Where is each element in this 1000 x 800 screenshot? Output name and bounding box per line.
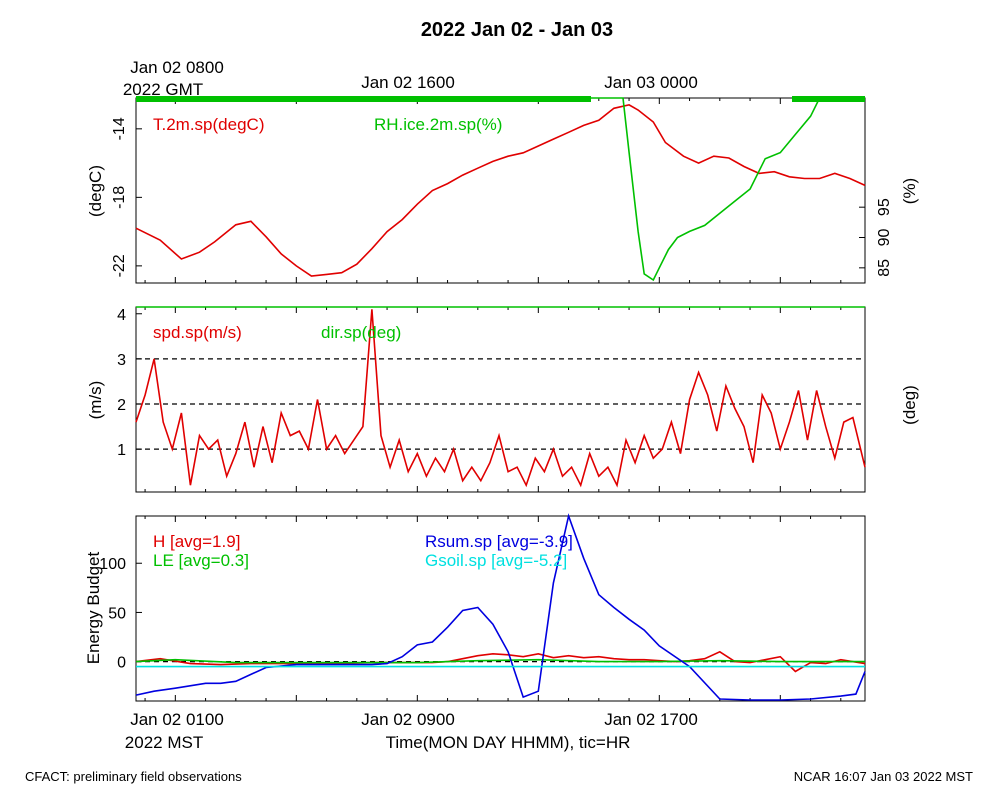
panel-frame [135,515,866,702]
y-tick-label-right: 90 [876,229,893,247]
bottom-time-label-3: Jan 02 1700 [604,710,698,729]
legend-le: LE [avg=0.3] [153,551,249,570]
top-time-label-1: Jan 02 0800 [130,58,224,77]
y-tick-label-left: 3 [117,352,126,369]
series-spd [135,309,866,488]
chart-title: 2022 Jan 02 - Jan 03 [421,19,613,41]
legend-rh: RH.ice.2m.sp(%) [374,115,502,134]
top-time-label-2: Jan 02 1600 [361,73,455,92]
y-tick-label-left: 1 [117,442,126,459]
panel-frame [135,306,866,493]
y-tick-label-right: 95 [876,198,893,216]
y-tick-label-right: 85 [876,259,893,277]
bottom-timezone-label: 2022 MST [125,733,203,752]
series-le [135,658,865,664]
series-rh [136,97,865,282]
energy-budget-panel: 100 50 0 [99,513,866,702]
footer-left: CFACT: preliminary field observations [25,769,242,784]
ylabel-percent: (%) [900,178,919,204]
ylabel-ms: (m/s) [86,381,105,420]
series-t [135,104,866,277]
y-tick-label-left: -18 [111,186,128,209]
rh-saturation-band [136,96,591,102]
y-tick-label-left: 0 [117,655,126,672]
legend-direction: dir.sp(deg) [321,323,401,342]
y-tick-label-left: -22 [111,254,128,277]
y-tick-label-left: -14 [111,117,128,140]
wind-panel: 432118090 [117,306,866,493]
rh-saturation-band [792,96,865,102]
y-tick-label-left: 50 [108,605,126,622]
bottom-time-label-1: Jan 02 0100 [130,710,224,729]
y-tick-label-left: 100 [99,556,126,573]
legend-speed: spd.sp(m/s) [153,323,242,342]
ylabel-energy: Energy Budget [84,551,103,664]
temperature-humidity-panel: -14 -18 -22 95 90 85 [111,96,893,284]
series-rsum [135,513,866,701]
bottom-time-label-2: Jan 02 0900 [361,710,455,729]
legend-h: H [avg=1.9] [153,532,240,551]
top-time-label-3: Jan 03 0000 [604,73,698,92]
top-timezone-label: 2022 GMT [123,80,203,99]
ylabel-degc: (degC) [86,165,105,217]
x-axis-label: Time(MON DAY HHMM), tic=HR [386,733,631,752]
legend-gsoil: Gsoil.sp [avg=-5.2] [425,551,567,570]
ylabel-deg: (deg) [900,385,919,425]
y-tick-label-left: 4 [117,307,126,324]
y-tick-label-left: 2 [117,397,126,414]
legend-temperature: T.2m.sp(degC) [153,115,264,134]
legend-rsum: Rsum.sp [avg=-3.9] [425,532,573,551]
footer-right: NCAR 16:07 Jan 03 2022 MST [794,769,973,784]
